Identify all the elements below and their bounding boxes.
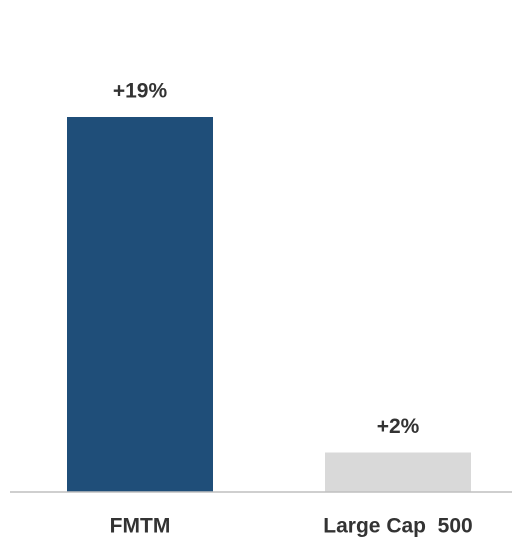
x-tick-label: Large Cap 500	[323, 515, 472, 538]
bar	[67, 117, 213, 492]
value-label: +19%	[113, 80, 168, 103]
bar	[325, 452, 471, 492]
x-tick-label: FMTM	[110, 515, 171, 538]
value-label: +2%	[377, 415, 420, 438]
